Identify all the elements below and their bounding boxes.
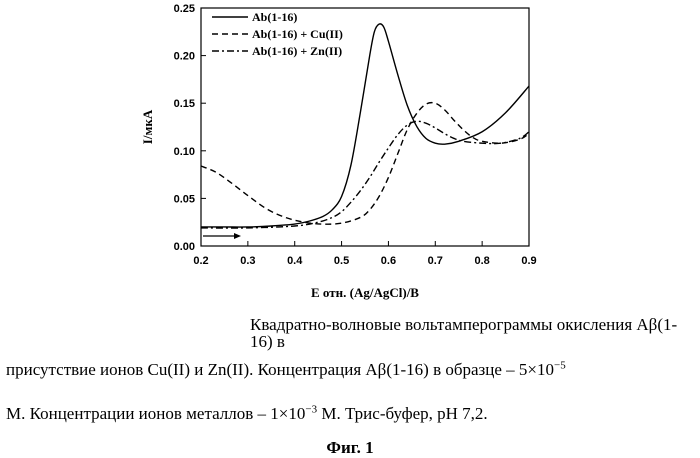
x-axis-title: E отн. (Ag/AgCl)/B [311, 285, 419, 300]
plot-frame [201, 8, 529, 246]
caption-line-3: М. Концентрации ионов металлов – 1×10−3 … [6, 405, 694, 422]
legend-label-ab: Ab(1-16) [252, 10, 297, 24]
series-line-dashed [201, 103, 529, 225]
x-axis-ticks: 0.2 0.3 0.4 0.5 0.6 0.7 0.8 0.9 [193, 241, 536, 267]
series-line-dash-dot [201, 121, 529, 228]
y-tick-label: 0.05 [174, 193, 195, 205]
caption-line-1: Квадратно-волновые вольтамперограммы оки… [250, 316, 694, 350]
x-tick-label: 0.9 [521, 255, 536, 267]
y-tick-label: 0.15 [174, 98, 195, 110]
figure-label: Фиг. 1 [0, 438, 700, 458]
caption-line-2: присутствие ионов Cu(II) и Zn(II). Конце… [6, 361, 694, 378]
y-tick-label: 0.25 [174, 3, 195, 15]
y-tick-label: 0.20 [174, 51, 195, 63]
y-tick-label: 0.00 [174, 241, 195, 253]
caption-line-3-exponent: −3 [305, 403, 317, 415]
x-tick-label: 0.2 [193, 255, 208, 267]
x-tick-label: 0.3 [240, 255, 255, 267]
y-axis-title: I/мкА [140, 109, 155, 144]
legend-label-ab-zn: Ab(1-16) + Zn(II) [252, 44, 342, 58]
x-tick-label: 0.4 [287, 255, 303, 267]
legend: Ab(1-16) Ab(1-16) + Cu(II) Ab(1-16) + Zn… [212, 10, 343, 58]
x-tick-label: 0.7 [428, 255, 443, 267]
caption-line-2-exponent: −5 [554, 359, 566, 371]
x-tick-label: 0.6 [381, 255, 396, 267]
x-tick-label: 0.8 [474, 255, 489, 267]
voltammogram-chart: 0.00 0.05 0.10 0.15 0.20 0.25 0.2 0.3 0.4 0.5 0.6… [0, 0, 700, 305]
x-tick-label: 0.5 [334, 255, 349, 267]
caption-line-3-start: М. Концентрации ионов металлов – 1×10 [6, 404, 305, 423]
y-tick-label: 0.10 [174, 146, 195, 158]
caption-line-2-text: присутствие ионов Cu(II) и Zn(II). Конце… [6, 360, 554, 379]
legend-label-ab-cu: Ab(1-16) + Cu(II) [252, 27, 343, 41]
caption-line-3-end: М. Трис-буфер, рН 7,2. [317, 404, 488, 423]
series-line-solid [201, 24, 529, 227]
scan-direction-arrow [203, 233, 241, 239]
series-layer [201, 24, 529, 228]
